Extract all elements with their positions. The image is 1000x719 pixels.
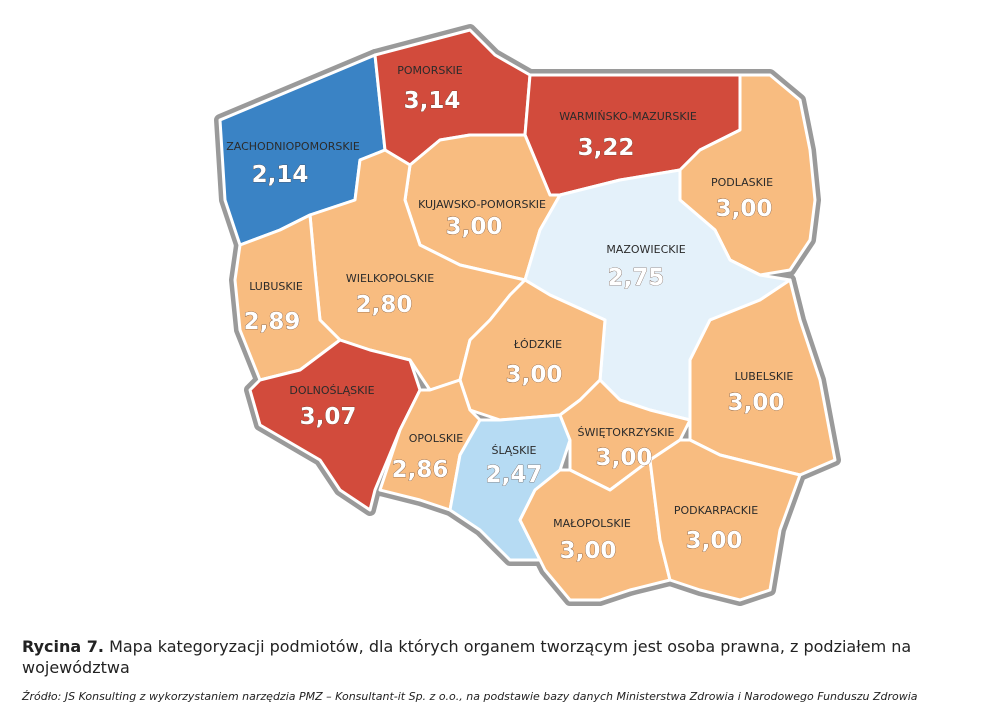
caption-text: Mapa kategoryzacji podmiotów, dla któryc… [22, 637, 912, 677]
region-value: 3,00 [446, 214, 503, 240]
region-name: LUBELSKIE [735, 370, 794, 383]
map: ZACHODNIOPOMORSKIE 2,14 POMORSKIE 3,14 WARMI… [214, 24, 841, 606]
region-name: ZACHODNIOPOMORSKIE [226, 140, 360, 153]
region-name: MAZOWIECKIE [606, 243, 685, 256]
region-value: 2,47 [486, 462, 543, 488]
region-name: ŚLĄSKIE [491, 444, 536, 457]
caption: Rycina 7. Mapa kategoryzacji podmiotów, … [22, 636, 962, 678]
region-value: 3,14 [404, 88, 461, 114]
region [248, 338, 422, 512]
region-name: WIELKOPOLSKIE [346, 272, 434, 285]
region-value: 2,14 [252, 162, 309, 188]
region-value: 3,00 [560, 538, 617, 564]
region-name: OPOLSKIE [409, 432, 464, 445]
region-name: ŁÓDZKIE [513, 338, 562, 351]
region-value: 3,00 [506, 362, 563, 388]
caption-label: Rycina 7. [22, 637, 104, 656]
region-value: 2,80 [356, 292, 413, 318]
region-value: 3,00 [596, 445, 653, 471]
region-value: 3,00 [728, 390, 785, 416]
region-name: KUJAWSKO-POMORSKIE [418, 198, 546, 211]
region-value: 3,22 [578, 135, 635, 161]
region-value: 2,86 [392, 457, 449, 483]
region-name: POMORSKIE [397, 64, 463, 77]
region-name: ŚWIĘTOKRZYSKIE [578, 426, 675, 439]
region-name: DOLNOŚLĄSKIE [289, 384, 374, 397]
region-name: WARMIŃSKO-MAZURSKIE [559, 110, 697, 123]
region-name: MAŁOPOLSKIE [553, 517, 631, 530]
region-name: LUBUSKIE [249, 280, 303, 293]
region-value: 2,75 [608, 265, 665, 291]
region-value: 2,89 [244, 309, 301, 335]
region-value: 3,00 [716, 196, 773, 222]
region-name: PODLASKIE [711, 176, 773, 189]
region-name: PODKARPACKIE [674, 504, 758, 517]
region [648, 438, 802, 602]
region-value: 3,00 [686, 528, 743, 554]
region-value: 3,07 [300, 404, 357, 430]
source: Źródło: JS Konsulting z wykorzystaniem n… [22, 690, 918, 703]
